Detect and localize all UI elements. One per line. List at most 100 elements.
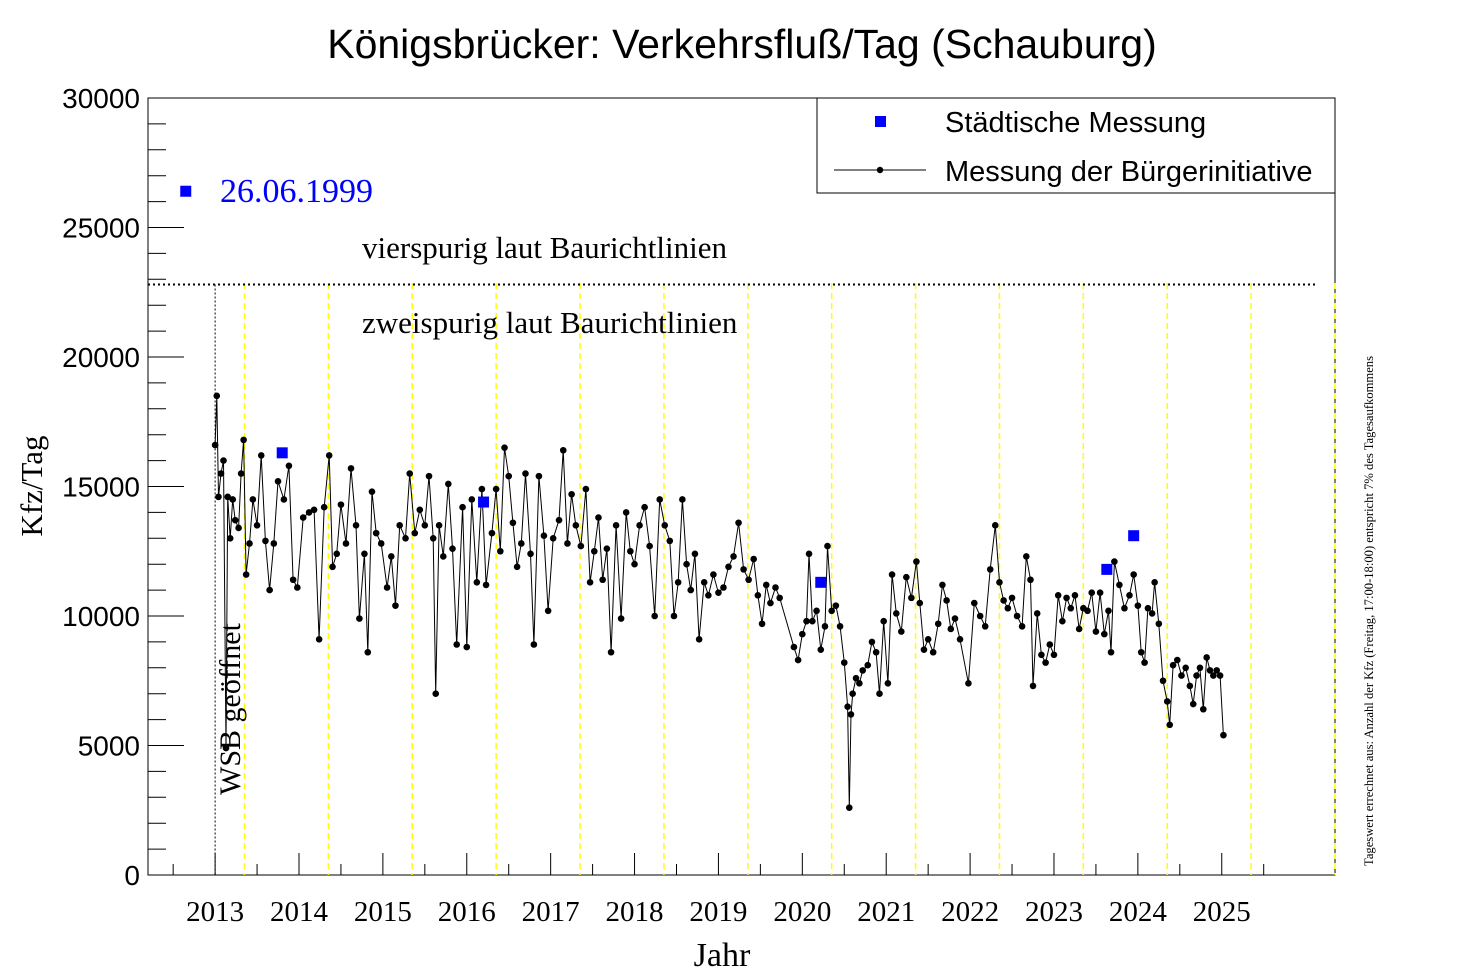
x-tick-label: 2017 [522,896,580,928]
initiative-point [445,480,452,488]
initiative-point [892,610,900,617]
initiative-point [805,550,813,558]
initiative-point [767,599,774,607]
initiative-point [715,589,722,596]
initiative-point [266,586,273,594]
x-tick-label: 2020 [773,896,831,928]
initiative-point [666,537,674,545]
initiative-point [535,472,543,480]
initiative-point [429,535,437,542]
annotation-two-lane: zweispurig laut Baurichtlinien [362,305,738,340]
initiative-point [951,615,959,622]
initiative-point [735,519,742,527]
initiative-point [1148,610,1156,617]
initiative-point [1141,659,1148,666]
x-tick-label: 2021 [857,896,915,928]
initiative-point [1166,721,1174,729]
initiative-point [478,485,486,493]
initiative-point [240,436,247,444]
initiative-point [1213,667,1221,674]
y-tick-label: 20000 [62,342,140,373]
initiative-point [473,579,481,586]
initiative-point [505,472,513,480]
initiative-point [1101,630,1108,638]
initiative-point [416,506,424,514]
initiative-point [636,522,643,529]
initiative-point [411,529,419,537]
initiative-point [270,540,278,547]
initiative-point [730,553,737,560]
initiative-point [1046,641,1054,648]
initiative-point [1050,651,1058,659]
initiative-point [836,623,844,630]
x-tick-label: 2013 [186,896,244,928]
x-tick-label: 2025 [1193,896,1251,928]
initiative-point [1169,661,1177,669]
side-note: Tageswert errechnet aus: Anzahl der Kfz … [1362,356,1376,866]
initiative-point [947,625,955,633]
year-boundary-lines [243,283,1336,875]
x-tick-label: 2014 [270,896,329,928]
initiative-point [828,607,835,615]
initiative-point [527,550,534,558]
initiative-point [242,571,250,578]
initiative-point [868,638,876,646]
initiative-point [674,579,682,586]
initiative-point [631,560,638,568]
initiative-point [705,591,712,599]
initiative-point [762,581,770,589]
initiative-point [435,522,443,529]
initiative-point [670,612,678,620]
initiative-point [364,648,372,656]
x-tick-label: 2022 [941,896,999,928]
initiative-point [1008,594,1016,602]
initiative-point [488,529,496,537]
initiative-point [1159,677,1167,685]
initiative-point [285,462,293,470]
initiative-point [844,703,851,710]
initiative-point [432,690,440,697]
initiative-series-line [214,395,1224,808]
initiative-point [700,579,708,586]
initiative-point [1189,700,1197,708]
initiative-point [482,581,490,589]
initiative-point [976,612,984,620]
initiative-point [540,532,548,540]
initiative-point [231,516,239,524]
initiative-point [1173,656,1181,664]
y-tick-label: 15000 [62,472,140,503]
initiative-point [274,478,282,485]
initiative-point [859,667,867,674]
legend-city-marker [875,116,886,127]
initiative-point [237,470,245,477]
initiative-point [1105,607,1112,615]
initiative-point [590,547,598,555]
initiative-point [215,493,222,501]
legend: Städtische Messung Messung der Bürgerini… [816,97,1336,194]
y-tick-label: 10000 [62,601,140,632]
initiative-point [1000,597,1007,604]
initiative-point [725,563,732,571]
initiative-point [809,617,816,625]
initiative-point [217,470,225,477]
initiative-point [612,522,620,529]
initiative-point [224,493,231,501]
initiative-point [745,576,752,584]
initiative-point [1075,625,1083,633]
initiative-point [1092,628,1100,635]
initiative-point [924,636,932,643]
initiative-point [1144,604,1152,612]
initiative-point [991,522,999,529]
initiative-point [803,617,810,625]
x-tick-label: 2015 [354,896,412,928]
city-point [815,576,827,588]
city-point [1101,563,1113,575]
initiative-point [920,646,928,653]
y-axis-label: Kfz/Tag [14,435,49,536]
initiative-point [1134,602,1142,609]
initiative-point [758,620,766,628]
initiative-point [794,656,802,664]
initiative-point [262,537,269,545]
initiative-point [776,594,783,602]
